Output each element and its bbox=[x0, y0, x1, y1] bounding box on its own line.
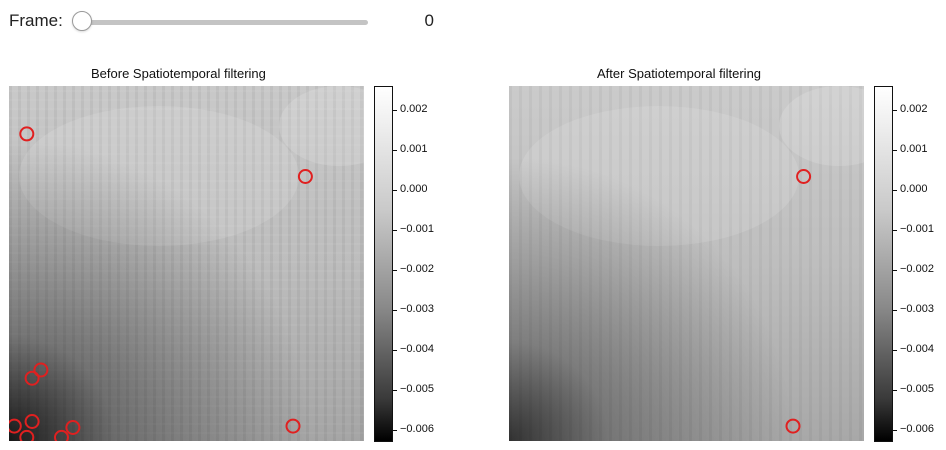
colorbar-tick-label: −0.006 bbox=[400, 423, 434, 435]
colorbar-tick-label: −0.002 bbox=[400, 263, 434, 275]
colorbar-tick-label: 0.002 bbox=[400, 103, 428, 115]
colorbar-tick-mark bbox=[893, 390, 897, 391]
colorbar-tick-mark bbox=[893, 110, 897, 111]
colorbar-tick-mark bbox=[893, 430, 897, 431]
after-filter-image bbox=[509, 86, 864, 441]
frame-slider-track[interactable] bbox=[82, 20, 368, 25]
frame-slider-thumb[interactable] bbox=[72, 11, 92, 31]
detection-marker bbox=[24, 414, 40, 429]
detection-marker bbox=[785, 418, 801, 434]
colorbar-tick-mark bbox=[393, 270, 397, 271]
detection-marker bbox=[33, 362, 49, 378]
marker-group bbox=[785, 169, 812, 434]
detection-marker bbox=[796, 169, 812, 184]
colorbar-tick-mark bbox=[893, 270, 897, 271]
colorbar-tick-label: −0.001 bbox=[400, 223, 434, 235]
frame-control: Frame: 0 bbox=[0, 0, 946, 44]
colorbar-tick-mark bbox=[893, 310, 897, 311]
frame-value: 0 bbox=[424, 11, 434, 30]
colorbar-tick-label: −0.006 bbox=[900, 423, 934, 435]
colorbar-tick-label: 0.000 bbox=[900, 183, 928, 195]
colorbar-tick-label: −0.004 bbox=[400, 343, 434, 355]
colorbar-tick-mark bbox=[393, 310, 397, 311]
colorbar-tick-mark bbox=[393, 350, 397, 351]
detection-marker bbox=[285, 418, 301, 434]
colorbar-tick-mark bbox=[393, 190, 397, 191]
detection-marker bbox=[9, 418, 22, 434]
colorbar-tick-label: −0.005 bbox=[900, 383, 934, 395]
colorbar-tick-label: 0.001 bbox=[400, 143, 428, 155]
colorbar-tick-label: 0.001 bbox=[900, 143, 928, 155]
right-colorbar bbox=[874, 86, 893, 442]
colorbar-tick-label: −0.001 bbox=[900, 223, 934, 235]
detection-marker bbox=[297, 169, 313, 184]
colorbar-tick-label: −0.003 bbox=[900, 303, 934, 315]
colorbar-tick-label: −0.005 bbox=[400, 383, 434, 395]
left-colorbar bbox=[374, 86, 393, 442]
colorbar-tick-label: −0.002 bbox=[900, 263, 934, 275]
detection-marker bbox=[19, 126, 35, 142]
right-panel-title: After Spatiotemporal filtering bbox=[597, 66, 762, 81]
colorbar-tick-label: 0.000 bbox=[400, 183, 428, 195]
colorbar-tick-mark bbox=[393, 110, 397, 111]
detection-marker bbox=[54, 429, 69, 441]
colorbar-tick-mark bbox=[893, 150, 897, 151]
colorbar-tick-mark bbox=[393, 430, 397, 431]
marker-group bbox=[9, 126, 313, 441]
colorbar-tick-mark bbox=[393, 150, 397, 151]
colorbar-tick-mark bbox=[393, 390, 397, 391]
before-filter-image bbox=[9, 86, 364, 441]
detection-marker bbox=[24, 370, 40, 386]
colorbar-tick-mark bbox=[893, 230, 897, 231]
colorbar-tick-label: −0.004 bbox=[900, 343, 934, 355]
left-panel-title: Before Spatiotemporal filtering bbox=[91, 66, 266, 81]
colorbar-tick-label: 0.002 bbox=[900, 103, 928, 115]
colorbar-tick-mark bbox=[393, 230, 397, 231]
detection-marker bbox=[19, 429, 35, 441]
colorbar-tick-label: −0.003 bbox=[400, 303, 434, 315]
frame-label: Frame: bbox=[9, 11, 63, 30]
colorbar-tick-mark bbox=[893, 350, 897, 351]
detection-marker bbox=[65, 420, 81, 435]
colorbar-tick-mark bbox=[893, 190, 897, 191]
